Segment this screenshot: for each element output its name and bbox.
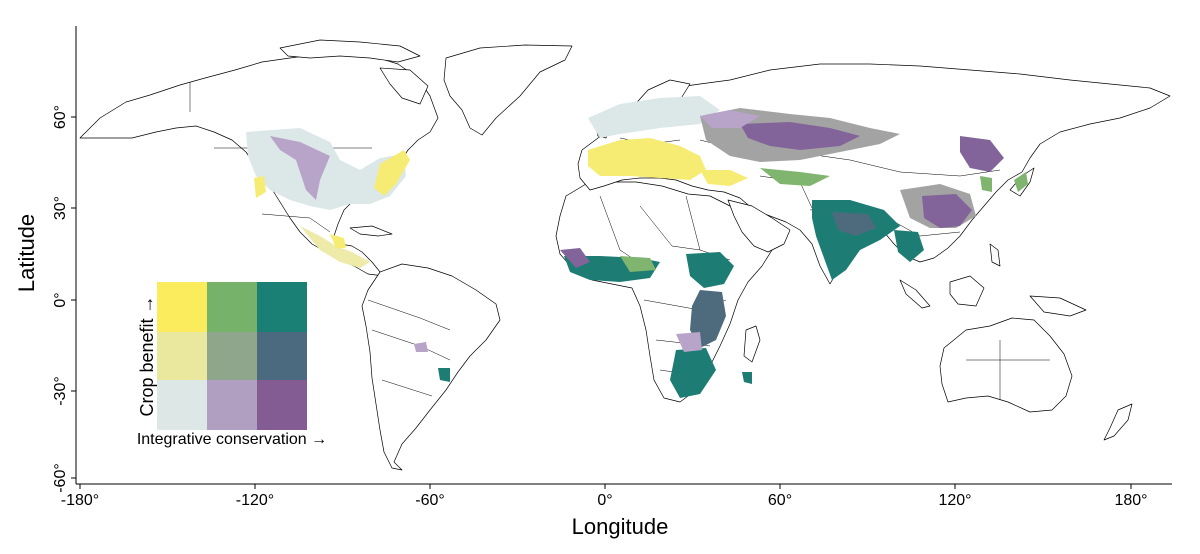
greenland [443, 44, 573, 136]
x-tick-m180: -180° [61, 484, 99, 509]
na-lilac-zone [270, 136, 330, 200]
conservation-crop-layers [246, 96, 1028, 398]
legend-cell-r3c2 [207, 380, 257, 430]
na-yellow-zone [374, 150, 410, 196]
china-purple [922, 194, 972, 228]
y-tick-label: 60° [52, 105, 69, 129]
sa-lilac-spot [414, 342, 428, 352]
madagascar-teal [742, 372, 752, 384]
cuba [349, 225, 393, 237]
x-tick-label: -60° [415, 492, 445, 509]
central-america-yellow [330, 234, 346, 248]
madagascar [743, 325, 761, 363]
x-tick-m60: -60° [415, 484, 445, 509]
y-tick-label: 30° [52, 196, 69, 220]
europe-yellow [588, 138, 706, 180]
axes: -180° -120° -60° 0° 60° 120° 180° [14, 26, 1172, 539]
y-tick-m60: -60° [52, 463, 76, 493]
arabian-peninsula [727, 199, 791, 253]
x-tick-label: 120° [938, 492, 971, 509]
y-axis-title: Latitude [14, 214, 39, 292]
south-america [361, 263, 501, 471]
legend-cell-r3c3 [257, 380, 307, 430]
south-africa-teal [670, 348, 716, 398]
legend-cell-r3c1 [157, 380, 207, 430]
y-tick-m30: -30° [52, 376, 76, 406]
central-asia-green [760, 168, 830, 186]
africa [555, 181, 773, 403]
y-tick-label: -60° [52, 463, 69, 493]
x-tick-label: -120° [236, 492, 274, 509]
x-tick-label: -180° [61, 492, 99, 509]
borneo [949, 275, 985, 307]
india-teal [812, 200, 900, 280]
legend-cell-r2c1 [157, 332, 207, 380]
y-tick-30: 30° [52, 196, 76, 220]
baffin-island [379, 67, 429, 105]
legend-x-title: Integrative conservation → [137, 431, 327, 448]
se-asia-teal [894, 230, 924, 262]
legend-cell-r2c2 [207, 332, 257, 380]
x-tick-m120: -120° [236, 484, 274, 509]
x-tick-120: 120° [938, 484, 972, 509]
west-africa-green [620, 256, 656, 272]
philippines [989, 243, 1001, 267]
y-tick-label: -30° [52, 376, 69, 406]
europe-lightblue [588, 96, 720, 138]
x-tick-label: 180° [1114, 492, 1147, 509]
x-tick-0: 0° [597, 484, 613, 509]
kazakh-lilac [700, 110, 760, 128]
x-tick-60: 60° [768, 484, 792, 509]
russia-purple [740, 122, 860, 150]
legend-cell-r1c1 [157, 282, 207, 332]
x-tick-label: 0° [597, 492, 612, 509]
y-tick-0: 0° [52, 292, 76, 308]
legend-cell-r1c2 [207, 282, 257, 332]
sa-teal-spot [438, 368, 450, 382]
new-guinea [1029, 295, 1087, 317]
turkey-yellow [700, 170, 748, 186]
japan-green [1014, 172, 1028, 192]
y-tick-60: 60° [52, 105, 76, 129]
legend-cell-r2c3 [257, 332, 307, 380]
australia [939, 317, 1073, 413]
indonesia-sumatra [899, 279, 931, 309]
y-tick-label: 0° [52, 292, 69, 307]
south-africa-lilac [676, 332, 702, 352]
east-africa-teal [686, 252, 734, 288]
arctic-islands [279, 39, 421, 63]
x-axis-title: Longitude [572, 514, 669, 539]
na-yellow-west [254, 176, 266, 198]
x-tick-180: 180° [1114, 484, 1148, 509]
bivariate-legend: Crop benefit → Integrative conservation … [137, 282, 327, 448]
legend-y-title: Crop benefit → [137, 295, 157, 416]
korea-green [980, 176, 992, 192]
mexico-yellow [300, 226, 370, 268]
legend-cell-r1c3 [257, 282, 307, 332]
india-slate [832, 212, 876, 236]
x-tick-label: 60° [768, 492, 792, 509]
west-africa-purple [560, 248, 590, 268]
new-zealand [1103, 403, 1133, 441]
ne-china-purple [960, 136, 1004, 172]
